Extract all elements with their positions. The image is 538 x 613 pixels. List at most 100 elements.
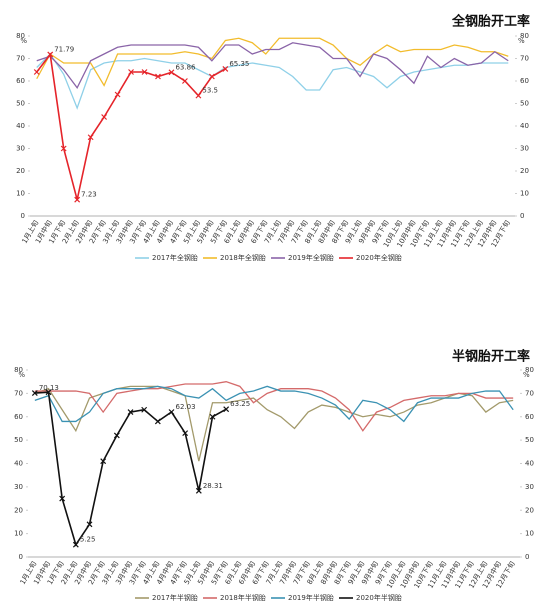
y-tick-label: 60: [14, 413, 23, 421]
marker-x: [182, 78, 188, 84]
marker-x: [223, 406, 230, 413]
point-marker: [209, 413, 216, 420]
marker-x: [208, 73, 215, 80]
data-label: 70.13: [39, 384, 59, 392]
marker-x: [128, 69, 134, 75]
marker-x: [114, 91, 121, 98]
data-label: 7.23: [81, 191, 97, 199]
data-label: 5.25: [80, 536, 96, 544]
point-marker: [155, 73, 161, 80]
y2-tick-label: 30: [520, 145, 529, 153]
marker-x: [86, 521, 93, 528]
y-tick-label: 30: [16, 145, 25, 153]
y2-unit: %: [518, 37, 525, 45]
point-marker: [168, 69, 175, 76]
legend-label: 2019年全钢胎: [288, 253, 334, 262]
point-marker: [72, 541, 79, 548]
data-label: 62.03: [176, 403, 196, 411]
series-line: [36, 42, 509, 89]
marker-x: [127, 409, 134, 415]
point-marker: [128, 69, 134, 75]
y2-tick-label: 60: [520, 77, 529, 85]
marker-x: [168, 409, 175, 415]
y2-tick-label: 80: [520, 32, 529, 40]
point-marker: [86, 521, 93, 528]
series-line: [34, 385, 514, 423]
marker-x: [195, 92, 202, 99]
legend-label: 2020年半钢胎: [356, 593, 402, 602]
legend-label: 2017年半钢胎: [152, 593, 198, 602]
point-marker: [182, 78, 188, 84]
point-marker: [222, 66, 229, 72]
marker-x: [222, 66, 229, 72]
y-tick-label: 70: [16, 55, 25, 63]
marker-x: [141, 69, 148, 75]
y2-tick-label: 10: [520, 190, 529, 198]
marker-x: [195, 487, 202, 494]
marker-x: [33, 69, 40, 75]
y-tick-label: 30: [14, 483, 23, 491]
y2-tick-label: 50: [525, 436, 534, 444]
marker-x: [59, 495, 66, 502]
y-tick-label: 20: [16, 167, 25, 175]
y2-tick-label: 70: [520, 55, 529, 63]
y-tick-label: 10: [14, 530, 23, 538]
legend-label: 2020年全钢胎: [356, 253, 402, 262]
point-marker: [195, 92, 202, 99]
marker-x: [141, 406, 148, 413]
point-marker: [195, 487, 202, 494]
y-tick-label: 70: [14, 389, 23, 397]
series-line: [34, 391, 227, 547]
marker-x: [209, 413, 216, 420]
y-tick-label: 50: [16, 100, 25, 108]
point-marker: [33, 69, 40, 75]
y2-tick-label: 40: [520, 122, 529, 130]
y-tick-label: 40: [16, 122, 25, 130]
y-tick-label: 80: [14, 366, 23, 374]
marker-x: [47, 51, 54, 58]
point-marker: [45, 389, 52, 396]
data-label: 53.5: [202, 87, 218, 95]
marker-x: [168, 69, 175, 76]
point-marker: [31, 390, 38, 396]
point-marker: [127, 409, 134, 415]
point-marker: [59, 495, 66, 502]
marker-x: [74, 196, 81, 203]
legend-label: 2018年全钢胎: [220, 253, 266, 262]
y-unit: %: [20, 37, 27, 45]
y-tick-label: 80: [16, 32, 25, 40]
data-label: 63.25: [230, 400, 250, 408]
marker-x: [60, 145, 67, 152]
marker-x: [155, 73, 161, 80]
y2-tick-label: 20: [525, 506, 534, 514]
marker-x: [113, 432, 120, 439]
point-marker: [74, 196, 81, 203]
legend-label: 2018年半钢胎: [220, 593, 266, 602]
y-tick-label: 0: [21, 212, 25, 220]
marker-x: [72, 541, 79, 548]
marker-x: [31, 390, 38, 396]
point-marker: [141, 406, 148, 413]
y-tick-label: 20: [14, 506, 23, 514]
marker-x: [154, 418, 161, 425]
y2-tick-label: 80: [525, 366, 534, 374]
point-marker: [141, 69, 148, 75]
y2-tick-label: 30: [525, 483, 534, 491]
marker-x: [45, 389, 52, 396]
chart-title: 半钢胎开工率: [452, 349, 530, 365]
point-marker: [87, 134, 94, 141]
marker-x: [87, 134, 94, 141]
point-marker: [182, 430, 189, 437]
y2-tick-label: 10: [525, 530, 534, 538]
point-marker: [154, 418, 161, 425]
point-marker: [223, 406, 230, 413]
point-marker: [168, 409, 175, 415]
y2-tick-label: 50: [520, 100, 529, 108]
marker-x: [100, 458, 107, 465]
legend-label: 2019年半钢胎: [288, 593, 334, 602]
y2-tick-label: 20: [520, 167, 529, 175]
y-tick-label: 0: [19, 553, 23, 561]
series-line: [36, 52, 509, 110]
point-marker: [60, 145, 67, 152]
